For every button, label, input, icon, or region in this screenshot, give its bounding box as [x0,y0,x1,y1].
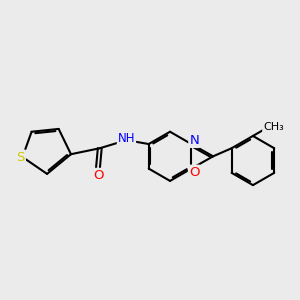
Text: O: O [93,169,103,182]
Text: CH₃: CH₃ [263,122,284,132]
Text: S: S [16,151,25,164]
Text: O: O [189,166,200,178]
Text: N: N [189,134,199,147]
Text: NH: NH [118,132,135,145]
